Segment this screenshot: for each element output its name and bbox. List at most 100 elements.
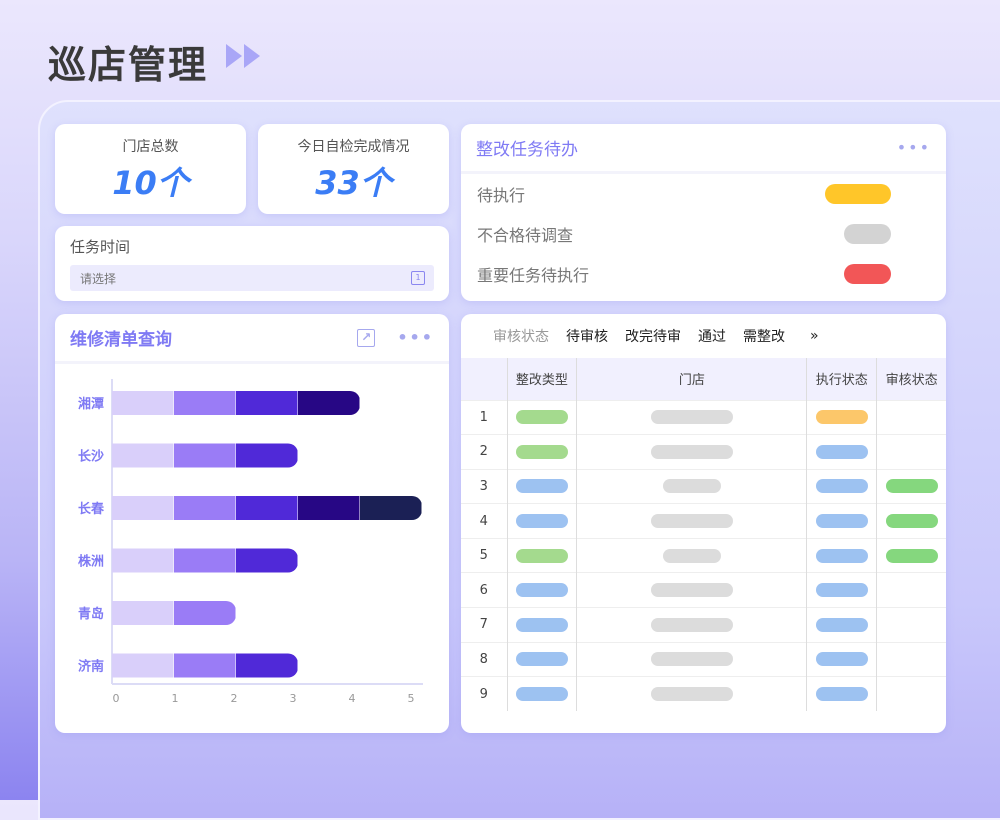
row-number: 2 bbox=[461, 434, 507, 470]
value-pill bbox=[815, 514, 868, 529]
filter-tab[interactable]: 需整改 bbox=[743, 329, 785, 345]
repair-title: 维修清单查询 bbox=[70, 330, 172, 350]
value-pill bbox=[515, 652, 568, 667]
value-pill bbox=[815, 548, 868, 563]
review-card: 审核状态 待审核 改完待审 通过 需整改» 整改类型 门店 执行状态 审核状态 1 2 3 4 5 6 7 8… bbox=[461, 314, 946, 733]
column-header: 执行状态 bbox=[806, 358, 877, 400]
column-header: 整改类型 bbox=[506, 358, 577, 400]
value-pill bbox=[515, 583, 568, 598]
value-pill bbox=[815, 410, 868, 425]
category-label: 济南 bbox=[78, 659, 104, 675]
row-number: 1 bbox=[461, 399, 507, 435]
table-row[interactable]: 7 bbox=[461, 607, 946, 643]
todo-label: 重要任务待执行 bbox=[477, 266, 590, 285]
value-pill bbox=[815, 652, 868, 667]
bar-segment[interactable] bbox=[112, 391, 174, 415]
value-pill bbox=[650, 514, 733, 529]
row-number: 4 bbox=[461, 503, 507, 539]
bar-segment[interactable] bbox=[112, 496, 174, 520]
row-number: 3 bbox=[461, 468, 507, 504]
bar-segment[interactable] bbox=[112, 443, 174, 468]
bar-segment[interactable] bbox=[236, 443, 298, 468]
repair-card: 维修清单查询 ↗ ••• 湘潭 长沙 长春 株洲 青岛 济南 0 1 2 3 4 5 bbox=[55, 314, 449, 733]
value-pill bbox=[650, 444, 733, 459]
status-pill bbox=[844, 224, 891, 244]
review-table: 整改类型 门店 执行状态 审核状态 1 2 3 4 5 6 7 8 9 bbox=[461, 358, 946, 712]
table-row[interactable]: 8 bbox=[461, 641, 946, 677]
status-pill bbox=[825, 184, 891, 204]
table-row[interactable]: 6 bbox=[461, 572, 946, 608]
bar-segment[interactable] bbox=[174, 548, 236, 573]
todo-label: 不合格待调查 bbox=[477, 226, 574, 245]
calendar-icon[interactable]: 1 bbox=[411, 271, 425, 285]
bar-segment[interactable] bbox=[112, 653, 174, 678]
bar-segment[interactable] bbox=[236, 391, 298, 415]
more-icon[interactable]: ••• bbox=[896, 138, 931, 157]
value-pill bbox=[885, 548, 938, 563]
row-number: 9 bbox=[461, 676, 507, 712]
column-header: 门店 bbox=[576, 358, 807, 400]
value-pill bbox=[650, 687, 733, 702]
todo-item[interactable]: 不合格待调查 bbox=[461, 214, 946, 254]
value-pill bbox=[662, 548, 721, 563]
table-row[interactable]: 5 bbox=[461, 537, 946, 573]
more-icon[interactable]: ••• bbox=[397, 328, 434, 347]
value-pill bbox=[515, 617, 568, 632]
date-picker-input[interactable]: 请选择 1 bbox=[70, 265, 434, 291]
category-label: 湘潭 bbox=[78, 396, 104, 412]
value-pill bbox=[515, 410, 568, 425]
bar-segment[interactable] bbox=[112, 548, 174, 573]
value-pill bbox=[885, 479, 938, 494]
filter-tab[interactable]: 改完待审 bbox=[625, 329, 681, 345]
bar-segment[interactable] bbox=[298, 496, 360, 520]
table-row[interactable]: 1 bbox=[461, 399, 946, 435]
value-pill bbox=[650, 583, 733, 598]
x-tick-label: 2 bbox=[231, 692, 238, 705]
todo-card: 整改任务待办 ••• 待执行 不合格待调查 重要任务待执行 bbox=[461, 124, 946, 301]
table-row[interactable]: 2 bbox=[461, 434, 946, 470]
bar-segment[interactable] bbox=[112, 601, 174, 625]
value-pill bbox=[515, 687, 568, 702]
x-tick-label: 5 bbox=[408, 692, 415, 705]
x-tick-label: 0 bbox=[113, 692, 120, 705]
todo-label: 待执行 bbox=[477, 186, 526, 205]
category-label: 株洲 bbox=[78, 554, 104, 570]
stat-value: 33个 bbox=[315, 164, 392, 202]
todo-item[interactable]: 待执行 bbox=[461, 174, 946, 214]
filter-tab[interactable]: 通过 bbox=[698, 329, 726, 345]
date-placeholder: 请选择 bbox=[80, 272, 117, 286]
bar-segment[interactable] bbox=[298, 391, 360, 415]
bar-segment[interactable] bbox=[360, 496, 422, 520]
bar-segment[interactable] bbox=[174, 601, 236, 625]
task-time-card: 任务时间 请选择 1 bbox=[55, 226, 449, 301]
status-pill bbox=[844, 264, 891, 284]
table-row[interactable]: 4 bbox=[461, 503, 946, 539]
filter-label: 审核状态 bbox=[493, 329, 549, 345]
table-row[interactable]: 3 bbox=[461, 468, 946, 504]
bar-segment[interactable] bbox=[174, 653, 236, 678]
value-pill bbox=[815, 583, 868, 598]
more-filters-icon[interactable]: » bbox=[810, 328, 819, 344]
bar-segment[interactable] bbox=[174, 391, 236, 415]
value-pill bbox=[662, 479, 721, 494]
export-icon[interactable]: ↗ bbox=[357, 328, 376, 347]
bar-segment[interactable] bbox=[174, 443, 236, 468]
value-pill bbox=[650, 617, 733, 632]
row-number: 5 bbox=[461, 537, 507, 573]
bar-segment[interactable] bbox=[236, 653, 298, 678]
column-header: 审核状态 bbox=[876, 358, 946, 400]
filter-tab[interactable]: 待审核 bbox=[566, 329, 608, 345]
category-label: 长沙 bbox=[78, 449, 104, 465]
stat-value: 10个 bbox=[112, 164, 189, 202]
bar-segment[interactable] bbox=[236, 548, 298, 573]
value-pill bbox=[515, 548, 568, 563]
value-pill bbox=[815, 479, 868, 494]
bar-segment[interactable] bbox=[174, 496, 236, 520]
value-pill bbox=[650, 652, 733, 667]
table-row[interactable]: 9 bbox=[461, 676, 946, 712]
todo-item[interactable]: 重要任务待执行 bbox=[461, 254, 946, 294]
double-play-icon bbox=[226, 44, 260, 68]
bar-segment[interactable] bbox=[236, 496, 298, 520]
category-label: 长春 bbox=[78, 501, 105, 517]
